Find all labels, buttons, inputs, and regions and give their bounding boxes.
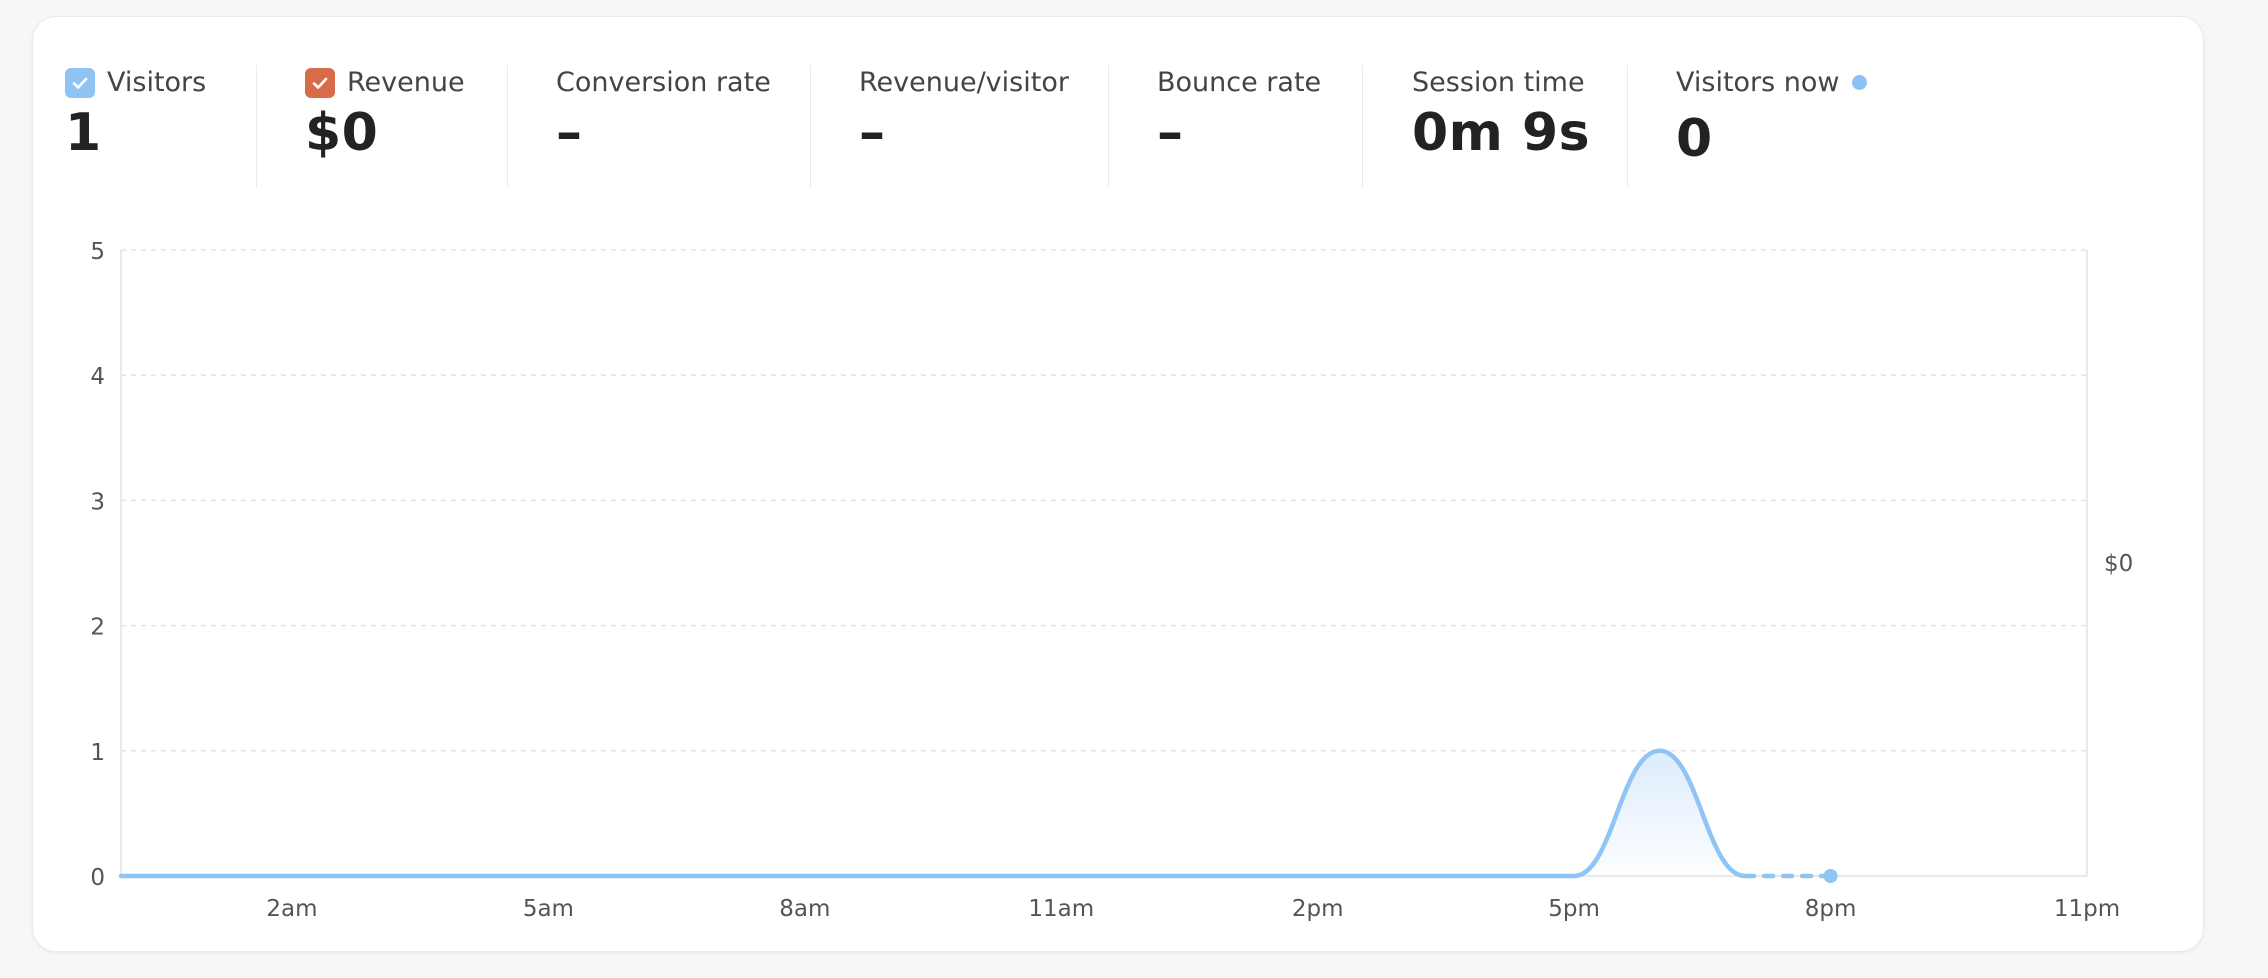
visitors-chart: 0 1 2 3 4 5 2am 5am 8am 11am 2pm 5pm 8pm 11pm $0 [90,239,2133,922]
right-axis-label: $0 [2104,551,2133,577]
live-dot-icon [1851,75,1867,90]
chart-grid [121,249,2087,752]
x-tick-label: 5am [523,896,574,922]
metric-bounce-rate[interactable]: Bounce rate – [1157,47,1367,187]
x-tick-label: 2am [266,896,317,922]
chart-axes: 0 1 2 3 4 5 2am 5am 8am 11am 2pm 5pm 8pm 11pm $0 [90,239,2133,922]
metric-visitors-now[interactable]: Visitors now 0 [1676,47,1916,187]
revenue-checkbox[interactable] [305,67,335,98]
metric-revenue-label-row: Revenue [305,67,465,98]
x-tick-label: 5pm [1548,896,1600,922]
visitors-checkbox[interactable] [65,67,95,98]
y-tick-label: 4 [90,364,105,390]
metric-divider [1627,65,1628,187]
x-tick-label: 2pm [1292,896,1344,922]
metric-conversion-rate-label: Conversion rate [556,67,771,98]
metric-visitors-label-row: Visitors [65,67,206,98]
metric-session-time[interactable]: Session time 0m 9s [1412,47,1612,187]
y-tick-label: 5 [90,239,105,265]
metric-conversion-rate-value: – [556,103,583,163]
x-tick-label: 11am [1028,896,1094,922]
metric-divider [507,65,508,187]
metrics-row: Visitors 1 Revenue $0 Conversion rate – … [33,47,2203,187]
visitors-area [121,750,1746,876]
y-tick-label: 1 [90,740,105,766]
metric-divider [1362,65,1363,187]
metric-visitors-label: Visitors [107,67,207,98]
metric-bounce-rate-label: Bounce rate [1157,67,1322,98]
metric-divider [1108,65,1109,187]
y-tick-label: 0 [90,865,105,891]
metric-visitors-value: 1 [65,103,102,163]
x-tick-label: 11pm [2054,896,2120,922]
visitors-line [118,748,1748,879]
metric-revenue-label: Revenue [347,67,465,98]
y-tick-label: 3 [90,489,105,515]
x-tick-label: 8am [779,896,830,922]
metric-visitors-now-label: Visitors now [1676,67,1840,98]
check-icon [312,77,328,89]
visitors-current-point [1823,869,1838,883]
metric-session-time-value: 0m 9s [1412,103,1591,163]
metric-revenue-per-visitor-label: Revenue/visitor [859,67,1069,98]
metric-conversion-rate[interactable]: Conversion rate – [556,47,826,187]
y-tick-label: 2 [90,615,105,641]
metric-revenue-value: $0 [305,103,379,163]
metric-visitors[interactable]: Visitors 1 [65,47,265,187]
check-icon [72,77,88,89]
metric-session-time-label: Session time [1412,67,1585,98]
metric-revenue-per-visitor[interactable]: Revenue/visitor – [859,47,1119,187]
metric-divider [256,65,257,187]
x-tick-label: 8pm [1805,896,1857,922]
chart-series [118,748,1838,883]
metric-visitors-now-value: 0 [1676,109,1713,169]
metric-revenue-per-visitor-value: – [859,103,886,163]
metric-revenue[interactable]: Revenue $0 [305,47,525,187]
metric-divider [810,65,811,187]
metric-visitors-now-label-row: Visitors now [1676,67,1867,98]
analytics-card: Visitors 1 Revenue $0 Conversion rate – … [32,16,2204,952]
metric-bounce-rate-value: – [1157,103,1184,163]
